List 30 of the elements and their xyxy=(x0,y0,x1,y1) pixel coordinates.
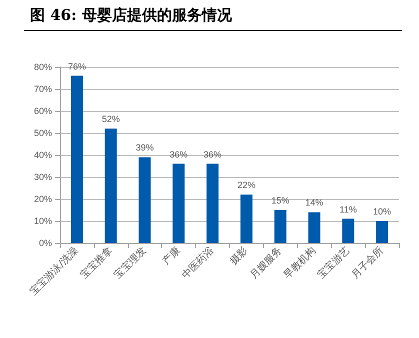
data-label: 15% xyxy=(271,196,290,206)
data-label: 11% xyxy=(339,204,357,214)
data-label: 76% xyxy=(68,61,86,72)
y-tick-label: 10% xyxy=(34,216,52,226)
bar xyxy=(104,128,117,243)
data-label: 22% xyxy=(237,180,256,190)
bar xyxy=(138,157,151,243)
data-label: 36% xyxy=(204,149,222,160)
data-label: 39% xyxy=(136,142,154,153)
data-label: 36% xyxy=(170,149,188,160)
bar xyxy=(376,221,388,243)
chart-title: 图 46: 母婴店提供的服务情况 xyxy=(30,6,232,25)
y-tick-label: 30% xyxy=(34,172,52,182)
data-label: 14% xyxy=(305,198,324,208)
bar xyxy=(172,164,185,243)
y-tick-label: 40% xyxy=(34,150,52,160)
y-tick-label: 70% xyxy=(34,84,52,94)
y-tick-label: 50% xyxy=(34,128,52,138)
bar xyxy=(308,212,320,243)
bar xyxy=(70,76,83,243)
data-label: 52% xyxy=(102,114,120,124)
bar xyxy=(206,164,219,243)
y-tick-label: 80% xyxy=(34,62,52,72)
bar xyxy=(342,218,354,243)
bar xyxy=(274,210,286,243)
y-tick-label: 60% xyxy=(34,106,52,116)
y-tick-label: 20% xyxy=(34,194,52,204)
y-tick-label: 0% xyxy=(38,238,52,248)
bar xyxy=(240,194,252,243)
data-label: 10% xyxy=(373,206,392,216)
